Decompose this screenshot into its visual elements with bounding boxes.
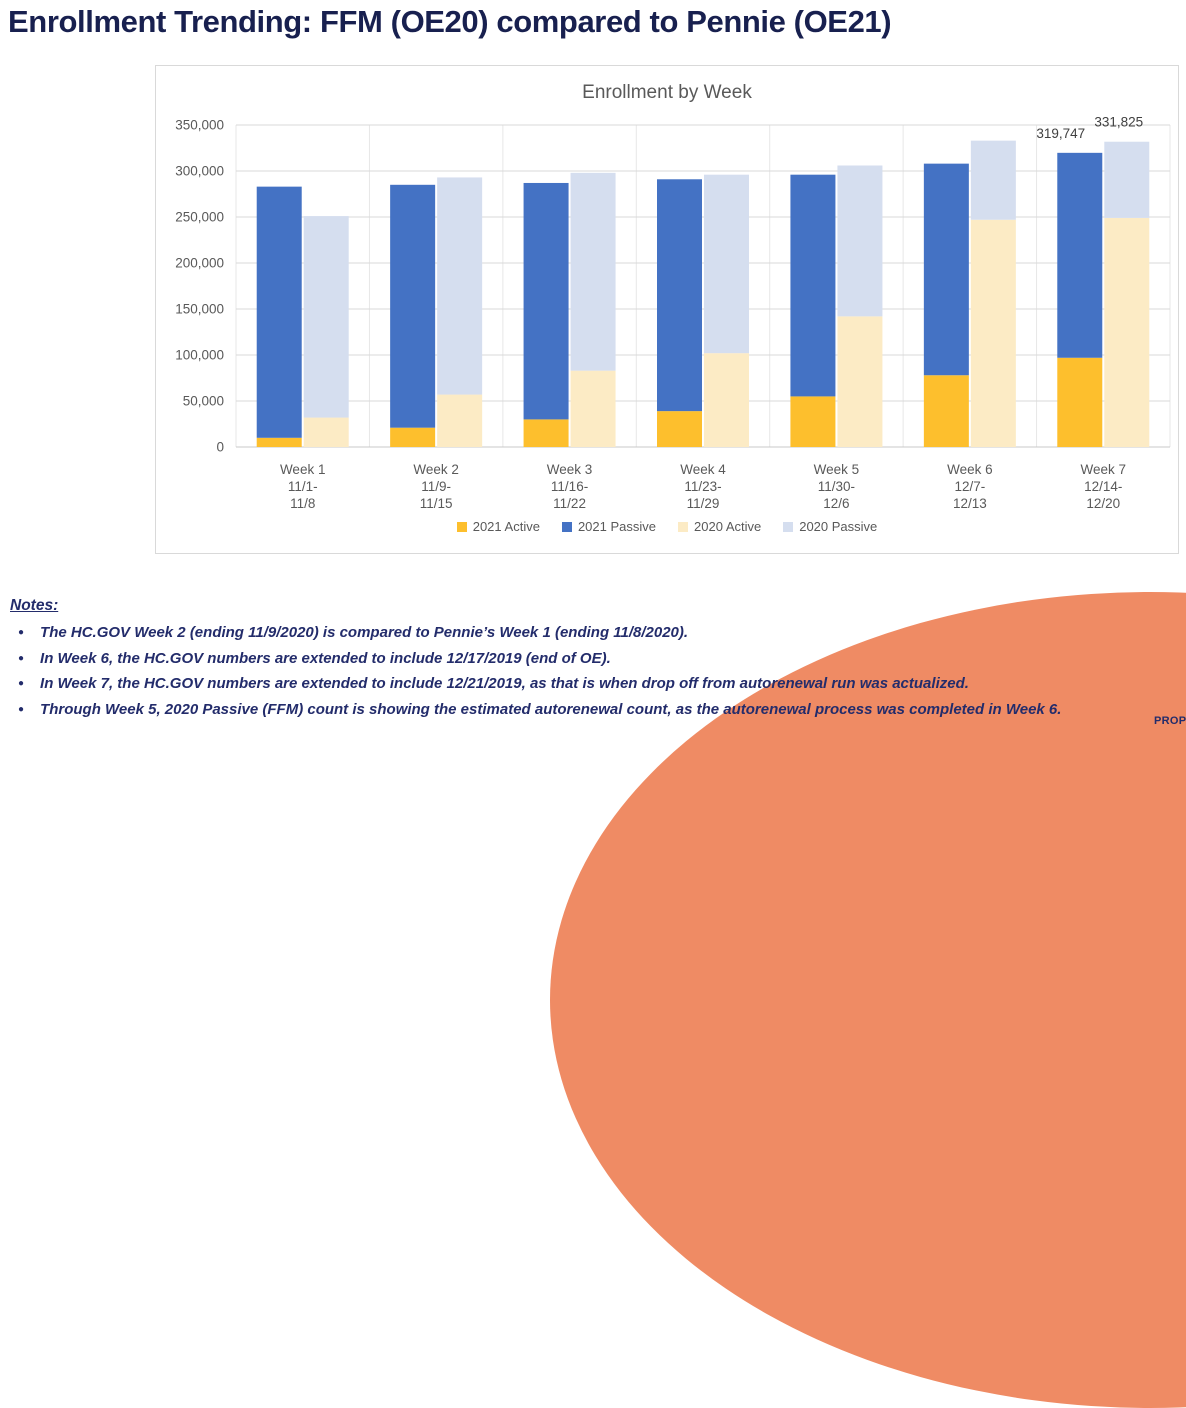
note-text: In Week 7, the HC.GOV numbers are extend… <box>40 675 969 692</box>
bar-segment-2021-active <box>256 437 302 447</box>
bullet-icon: ● <box>18 703 25 715</box>
bullet-icon: ● <box>18 678 25 689</box>
y-axis-tick-label: 0 <box>216 440 224 455</box>
x-axis-category-label: Week 6 12/7-12/13 <box>947 462 993 511</box>
x-axis-category-label: Week 1 11/1-11/8 <box>280 462 326 511</box>
y-axis-tick-label: 200,000 <box>175 256 224 271</box>
legend-label: 2021 Passive <box>577 519 656 534</box>
legend-swatch-icon <box>456 521 467 532</box>
bar-segment-2020-active <box>570 370 616 447</box>
legend-item: 2020 Active <box>678 519 761 534</box>
chart-card: 0 50,000 100,000 150,000 200,000 250,000 300,0… <box>155 65 1179 554</box>
bar-segment-2020-passive <box>704 174 749 354</box>
bar-segment-2020-passive <box>303 216 349 418</box>
legend-item: 2020 Passive <box>783 519 877 534</box>
x-axis-category-label: Week 4 11/23-11/29 <box>680 462 726 511</box>
note-text: The HC.GOV Week 2 (ending 11/9/2020) is … <box>40 624 689 641</box>
bar-segment-2020-active <box>704 353 749 447</box>
bar-segment-2021-passive <box>390 184 436 428</box>
note-item: ● The HC.GOV Week 2 (ending 11/9/2020) is… <box>18 624 1160 642</box>
legend-swatch-icon <box>783 521 794 532</box>
bar-segment-2021-active <box>1057 357 1103 447</box>
bar-data-label: 319,747 <box>1036 126 1085 141</box>
notes-heading: Notes: <box>10 597 59 614</box>
bar-segment-2021-active <box>390 427 436 447</box>
bar-segment-2021-passive <box>523 182 569 420</box>
bar-segment-2020-active <box>1104 217 1150 447</box>
page-title: Enrollment Trending: FFM (OE20) compared… <box>8 4 892 39</box>
note-item: ● Through Week 5, 2020 Passive (FFM) coun… <box>18 701 1160 719</box>
notes-list: ● The HC.GOV Week 2 (ending 11/9/2020) is… <box>18 624 1160 719</box>
bar-segment-2021-active <box>923 375 969 447</box>
bar-segment-2021-passive <box>923 163 969 376</box>
x-axis-category-label: Week 3 11/16-11/22 <box>547 462 593 511</box>
legend-swatch-icon <box>561 521 572 532</box>
bar-segment-2021-passive <box>657 179 702 412</box>
bullet-icon: ● <box>18 652 25 664</box>
x-axis-category-label: Week 7 12/14-12/20 <box>1081 462 1127 511</box>
bullet-icon: ● <box>18 627 25 638</box>
bar-segment-2021-active <box>523 419 569 447</box>
legend-label: 2020 Active <box>694 519 762 534</box>
proprietary-label: PROP <box>1154 715 1186 727</box>
bar-segment-2020-passive <box>837 165 883 317</box>
x-axis-category-label: Week 5 11/30-12/6 <box>814 462 860 511</box>
bar-segment-2021-active <box>790 396 836 447</box>
legend-label: 2020 Passive <box>799 519 878 534</box>
bar-segment-2020-passive <box>970 140 1016 220</box>
legend-item: 2021 Active <box>456 519 540 534</box>
bar-segment-2020-active <box>437 394 483 447</box>
y-axis-tick-label: 150,000 <box>175 302 224 317</box>
note-text: Through Week 5, 2020 Passive (FFM) count… <box>40 700 1062 718</box>
y-axis-tick-label: 100,000 <box>175 348 224 363</box>
bar-segment-2020-active <box>837 316 883 447</box>
bar-segment-2021-passive <box>256 186 302 438</box>
bar-segment-2021-active <box>657 411 702 447</box>
y-axis-tick-label: 350,000 <box>175 118 224 133</box>
chart-legend: 2021 Active 2021 Passive 2020 Active 2020 P… <box>156 519 1178 534</box>
bar-segment-2021-passive <box>1057 152 1103 358</box>
y-axis-tick-label: 250,000 <box>175 210 224 225</box>
y-axis-tick-label: 50,000 <box>183 394 224 409</box>
legend-swatch-icon <box>678 521 688 532</box>
bar-data-label: 331,825 <box>1094 115 1143 130</box>
enrollment-by-week-bar-chart: 0 50,000 100,000 150,000 200,000 250,000 300,0… <box>175 115 1171 511</box>
notes-section: Notes: ● The HC.GOV Week 2 (ending 11/9/2… <box>10 597 1160 726</box>
legend-item: 2021 Passive <box>561 519 656 534</box>
bar-segment-2020-active <box>970 219 1016 447</box>
bar-segment-2020-active <box>303 417 349 447</box>
legend-label: 2021 Active <box>472 519 540 534</box>
chart-title: Enrollment by Week <box>582 82 752 103</box>
bar-segment-2021-passive <box>790 174 836 397</box>
x-axis-category-label: Week 2 11/9-11/15 <box>413 462 459 511</box>
note-item: ● In Week 7, the HC.GOV numbers are exten… <box>18 675 1160 693</box>
note-text: In Week 6, the HC.GOV numbers are extend… <box>40 649 611 667</box>
bar-segment-2020-passive <box>437 177 483 395</box>
note-item: ● In Week 6, the HC.GOV numbers are exten… <box>18 650 1160 668</box>
bar-segment-2020-passive <box>1104 141 1150 218</box>
y-axis-tick-label: 300,000 <box>175 164 224 179</box>
bar-segment-2020-passive <box>570 172 616 371</box>
